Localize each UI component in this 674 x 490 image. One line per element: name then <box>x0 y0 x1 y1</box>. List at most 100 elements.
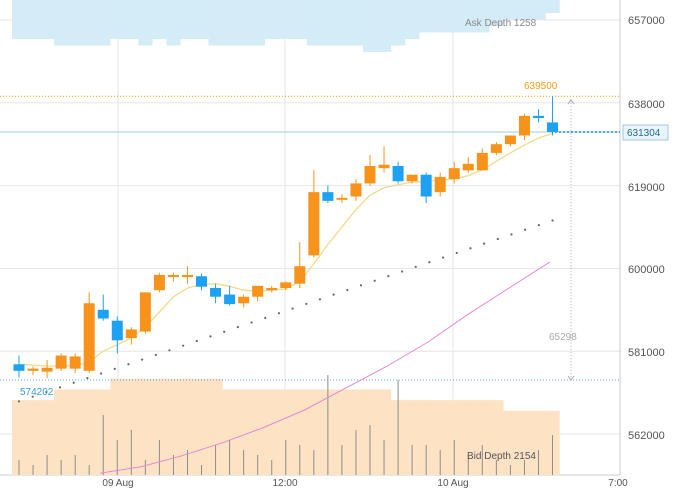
ask-depth-bar <box>250 0 265 46</box>
trend-dot <box>483 242 486 245</box>
bid-depth-bar <box>278 389 293 475</box>
bid-depth-bar <box>503 410 518 475</box>
ask-depth-bar <box>152 0 167 39</box>
trend-dot <box>58 386 62 389</box>
ask-depth-bar <box>320 0 336 46</box>
y-tick-label: 638000 <box>628 99 665 111</box>
ask-depth-bar <box>82 0 97 46</box>
x-tick-label: 7:00 <box>608 478 628 489</box>
bid-depth-bar <box>138 378 153 475</box>
trend-dotted-line <box>17 219 554 403</box>
ask-depth-bar <box>363 0 378 52</box>
candle-body <box>55 355 67 369</box>
bid-depth-bar <box>377 389 392 475</box>
bid-depth-bar <box>194 378 209 475</box>
trend-dot <box>250 321 253 324</box>
bid-depth-bar <box>180 378 195 475</box>
bid-depth-bar <box>68 389 83 475</box>
candle-body <box>448 168 460 180</box>
candle-body <box>69 356 81 369</box>
candle-body <box>322 192 334 201</box>
bid-depth-bar <box>433 400 448 475</box>
last-price-label: 631304 <box>627 128 661 139</box>
bid-depth-bar <box>405 400 420 475</box>
bid-depth-bar <box>236 389 251 475</box>
ask-depth-bar <box>545 0 560 13</box>
trend-end-label: 65298 <box>549 332 577 343</box>
bid-depth-bar <box>110 378 125 475</box>
bid-depth-bar <box>40 400 55 475</box>
candle-body <box>27 368 39 371</box>
candle-body <box>83 303 95 371</box>
ask-depth-bar <box>377 0 392 52</box>
ask-depth-bar <box>405 0 420 39</box>
last-price-badge: 631304 <box>622 124 669 141</box>
ask-depth-bar <box>461 0 476 33</box>
y-tick-label: 600000 <box>628 264 665 276</box>
y-tick-label: 562000 <box>628 430 665 442</box>
candle-body <box>252 285 264 297</box>
trend-dot <box>223 330 226 333</box>
ask-depth-bar <box>138 0 153 46</box>
bid-depth-bar <box>447 400 462 475</box>
candle-body <box>364 165 376 184</box>
trend-dot <box>86 377 89 380</box>
candle-body <box>547 122 559 132</box>
trend-dot <box>182 344 185 347</box>
ask-depth-bar <box>531 0 546 20</box>
ask-depth-bar <box>475 0 490 33</box>
candle-body <box>518 115 530 136</box>
candle-body <box>97 309 109 319</box>
trend-dot <box>277 312 281 315</box>
candle-body <box>378 164 390 169</box>
bid-depth-bar <box>489 400 504 475</box>
trend-dot <box>127 363 130 366</box>
x-axis: 09 Aug 12:00 10 Aug 7:00 <box>102 478 628 489</box>
bid-depth-bar <box>517 410 532 475</box>
trend-dot <box>537 224 540 227</box>
candle-body <box>336 197 348 200</box>
ask-depth-bar <box>96 0 111 46</box>
ask-depth-area <box>12 0 560 52</box>
trend-dot <box>428 261 431 264</box>
range-arrow-up <box>567 99 575 105</box>
ask-depth-bar <box>391 0 406 46</box>
trend-dot <box>400 270 404 273</box>
x-tick-label: 12:00 <box>272 478 297 489</box>
ask-depth-bar <box>208 0 223 46</box>
trend-dot <box>551 219 554 222</box>
trend-dot <box>291 307 294 310</box>
reference-lines <box>0 95 620 381</box>
candlesticks <box>13 96 559 379</box>
trend-dot <box>45 390 48 394</box>
range-arrow-down <box>567 375 575 381</box>
candle-body <box>41 367 53 372</box>
x-tick-label: 09 Aug <box>102 478 133 489</box>
ask-depth-bar <box>180 0 195 39</box>
bid-depth-bar <box>208 378 223 475</box>
candle-body <box>280 282 292 289</box>
candle-body <box>111 320 123 341</box>
bid-depth-bar <box>475 400 490 475</box>
trend-dot <box>141 358 144 361</box>
candle-body <box>167 274 179 278</box>
ask-depth-bar <box>348 0 364 46</box>
candle-body <box>476 152 488 171</box>
ask-depth-bar <box>433 0 448 33</box>
candle-body <box>490 144 502 153</box>
trend-dot <box>441 256 445 259</box>
ask-depth-bar <box>222 0 237 46</box>
candle-body <box>181 274 193 278</box>
ask-depth-bar <box>54 0 69 46</box>
candle-body <box>266 288 278 291</box>
bid-depth-bar <box>264 389 279 475</box>
low-price-label: 574202 <box>20 387 54 398</box>
y-axis: 657000 638000 619000 600000 581000 56200… <box>628 15 665 442</box>
bid-depth-label: Bid Depth 2154 <box>467 451 536 462</box>
bid-depth-bar <box>166 378 181 475</box>
candle-body <box>210 288 222 297</box>
trend-dot <box>72 381 75 384</box>
candle-body <box>406 174 418 182</box>
trend-dot <box>195 339 198 343</box>
